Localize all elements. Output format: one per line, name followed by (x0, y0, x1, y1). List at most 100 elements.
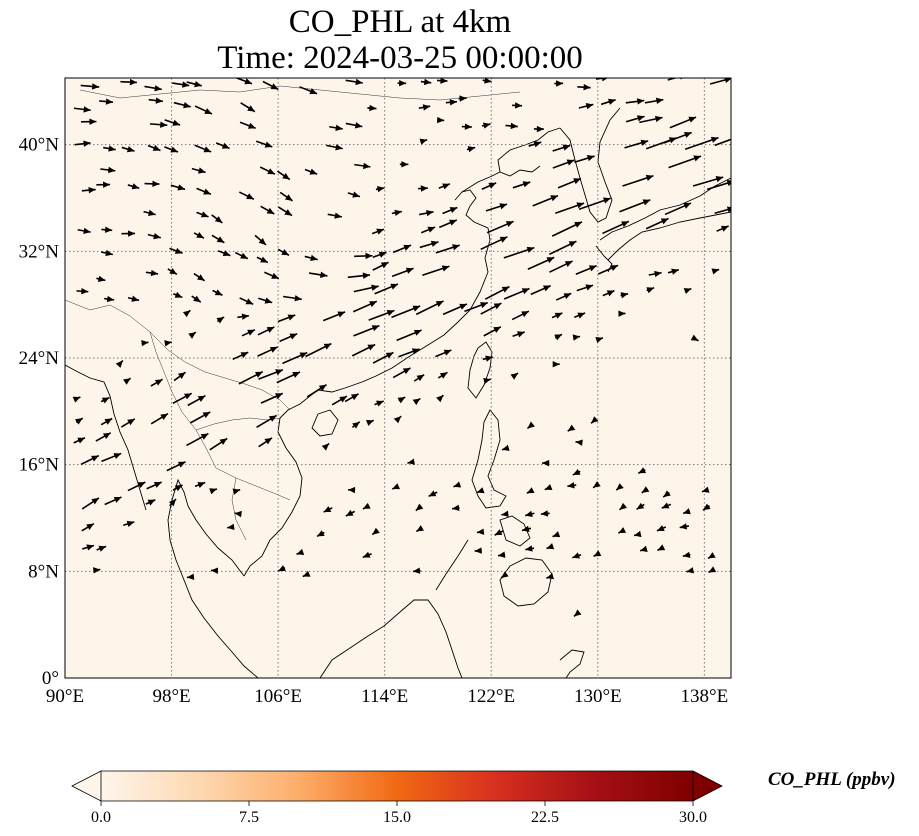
wind-vector-head (244, 78, 253, 85)
wind-vector-head (264, 297, 273, 304)
wind-vector-head (196, 232, 204, 239)
wind-vector-head (113, 496, 122, 503)
wind-vector-head (101, 397, 110, 404)
wind-vector-head (563, 293, 572, 300)
wind-vector-head (371, 284, 379, 291)
wind-vector-head (441, 265, 450, 272)
wind-vector-head (510, 373, 519, 380)
wind-vector-head (127, 418, 135, 426)
wind-vector-head (575, 439, 583, 446)
coastline-myanmar (65, 364, 147, 511)
wind-vector-head (209, 488, 217, 495)
wind-vector-head (222, 250, 231, 257)
coastline-hainan (311, 409, 339, 437)
map-frame (64, 77, 732, 679)
wind-vector-head (352, 421, 360, 429)
wind-vector-head (413, 329, 422, 336)
wind-vector-head (405, 267, 414, 274)
wind-vector-head (416, 525, 424, 532)
wind-vector-head (411, 348, 420, 355)
wind-vector-head (91, 455, 99, 462)
wind-vector-head (576, 202, 585, 209)
wind-vector-head (419, 138, 428, 145)
wind-vector-head (284, 209, 293, 216)
wind-vector-head (323, 343, 332, 350)
wind-vector-head (354, 122, 363, 129)
coastline-gulf-thailand (167, 478, 259, 678)
wind-vector-head (102, 181, 111, 188)
wind-vector-head (407, 458, 415, 465)
wind-vector-shaft (714, 138, 731, 147)
wind-vector-head (402, 367, 411, 375)
wind-vector-head (646, 287, 655, 294)
wind-vector-head (656, 525, 665, 531)
wind-vector-head (574, 221, 582, 228)
wind-vector-head (693, 155, 702, 162)
wind-vector-head (362, 272, 370, 279)
wind-vector-head (525, 510, 533, 517)
wind-vector-head (247, 122, 256, 129)
wind-vector-head (484, 78, 492, 84)
country-borders (65, 85, 521, 541)
wind-vector-head (416, 374, 425, 382)
wind-vector-head (483, 377, 491, 385)
wind-vector-head (168, 499, 177, 507)
wind-vector-head (147, 499, 156, 506)
lon-tick-label: 122°E (467, 686, 515, 707)
wind-vector-head (683, 202, 692, 209)
wind-vector-head (546, 543, 555, 550)
wind-vector-head (345, 509, 354, 516)
wind-vector-head (334, 212, 342, 219)
wind-vector-head (501, 444, 510, 451)
wind-vector-head (81, 288, 89, 295)
wind-vector-head (323, 506, 332, 513)
wind-vector-head (320, 271, 328, 279)
wind-vector-head (476, 487, 485, 494)
coastline-palawan (435, 539, 469, 591)
wind-vector-head (266, 207, 275, 214)
wind-vector-head (77, 437, 85, 444)
wind-vector-head (365, 252, 373, 260)
wind-vector-head (562, 144, 571, 151)
coastline-japan (599, 177, 731, 241)
wind-vector-head (521, 525, 530, 532)
wind-vector-head (362, 551, 371, 558)
wind-vector-head (593, 550, 602, 557)
wind-vector-head (660, 218, 669, 225)
wind-vector-head (174, 484, 183, 492)
wind-vector-head (550, 195, 558, 202)
lat-tick-label: 0° (42, 668, 59, 689)
wind-vector-shaft (667, 78, 678, 81)
wind-vector-head (684, 131, 692, 138)
coastline-mindanao (499, 557, 553, 607)
latitude-tick-labels: 0° 8°N 16°N 24°N 32°N 40°N (19, 135, 60, 689)
wind-vector-head (585, 103, 594, 110)
wind-vector-head (275, 393, 283, 400)
wind-vector-head (97, 275, 106, 282)
wind-vector-head (318, 384, 327, 392)
wind-vector-head (708, 552, 716, 559)
wind-vector-head (522, 181, 531, 188)
wind-vector-head (72, 396, 81, 403)
wind-vector-head (564, 261, 573, 267)
wind-vector-head (355, 78, 363, 86)
wind-vector-head (155, 97, 163, 104)
wind-vector-head (720, 225, 729, 232)
wind-vector-head (640, 139, 649, 146)
wind-vector-head (93, 567, 101, 574)
wind-vector-head (200, 211, 209, 218)
wind-vector-head (618, 310, 626, 317)
gridlines (65, 78, 731, 678)
lon-tick-label: 98°E (152, 686, 190, 707)
coastline-vietnam (243, 417, 303, 577)
wind-vector-head (742, 132, 750, 138)
wind-vector-head (517, 331, 525, 338)
wind-vector-head (350, 393, 359, 401)
wind-vector-head (588, 265, 597, 272)
wind-vector-head (154, 379, 163, 386)
wind-vector-head (197, 274, 205, 281)
wind-vector-head (494, 529, 503, 536)
coastlines (65, 107, 731, 678)
wind-vector-head (683, 508, 691, 515)
